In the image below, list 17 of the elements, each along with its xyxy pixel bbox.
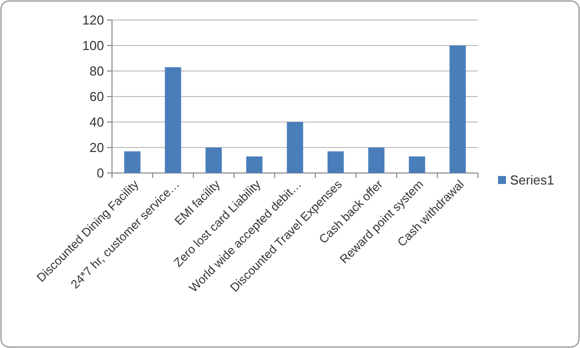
y-tick-label: 60 [90, 89, 104, 104]
bar [206, 148, 222, 173]
y-tick-label: 0 [96, 166, 104, 181]
bar [124, 151, 140, 173]
y-tick-label: 120 [82, 12, 104, 28]
bar [164, 67, 182, 173]
y-tick-label: 40 [90, 114, 104, 130]
bar [368, 148, 384, 173]
bar [450, 46, 466, 173]
bar [286, 122, 304, 173]
bar [408, 156, 426, 173]
y-tick-label: 80 [90, 64, 104, 79]
legend-label: Series1 [510, 172, 554, 188]
bar [246, 156, 262, 173]
y-tick-label: 100 [82, 38, 104, 54]
bar [328, 151, 344, 173]
y-tick-label: 20 [90, 140, 104, 156]
